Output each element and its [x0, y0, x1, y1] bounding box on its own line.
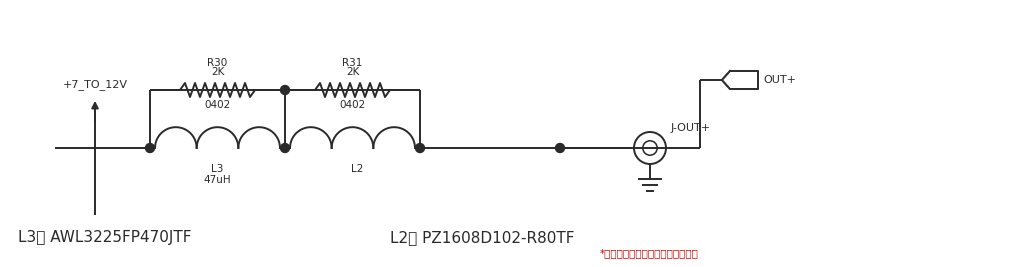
Text: *二级滤波中的磁珠是非汽车电子品: *二级滤波中的磁珠是非汽车电子品 [600, 248, 699, 258]
Text: OUT+: OUT+ [763, 75, 796, 85]
Text: 0402: 0402 [339, 100, 365, 110]
Circle shape [280, 85, 289, 95]
Text: L3： AWL3225FP470JTF: L3： AWL3225FP470JTF [18, 230, 192, 245]
Text: R30: R30 [207, 58, 227, 68]
Text: +7_TO_12V: +7_TO_12V [63, 79, 128, 90]
Text: L3: L3 [211, 164, 223, 174]
Polygon shape [722, 71, 758, 89]
Text: L2: L2 [351, 164, 363, 174]
Circle shape [145, 143, 154, 152]
Text: L2： PZ1608D102-R80TF: L2： PZ1608D102-R80TF [390, 230, 574, 245]
Text: 2K: 2K [346, 67, 359, 77]
Text: 2K: 2K [211, 67, 224, 77]
Text: J-OUT+: J-OUT+ [671, 123, 712, 133]
Text: 47uH: 47uH [204, 175, 231, 185]
Circle shape [280, 143, 289, 152]
Circle shape [415, 143, 424, 152]
Text: R31: R31 [342, 58, 362, 68]
Text: 0402: 0402 [204, 100, 230, 110]
Circle shape [555, 143, 564, 152]
